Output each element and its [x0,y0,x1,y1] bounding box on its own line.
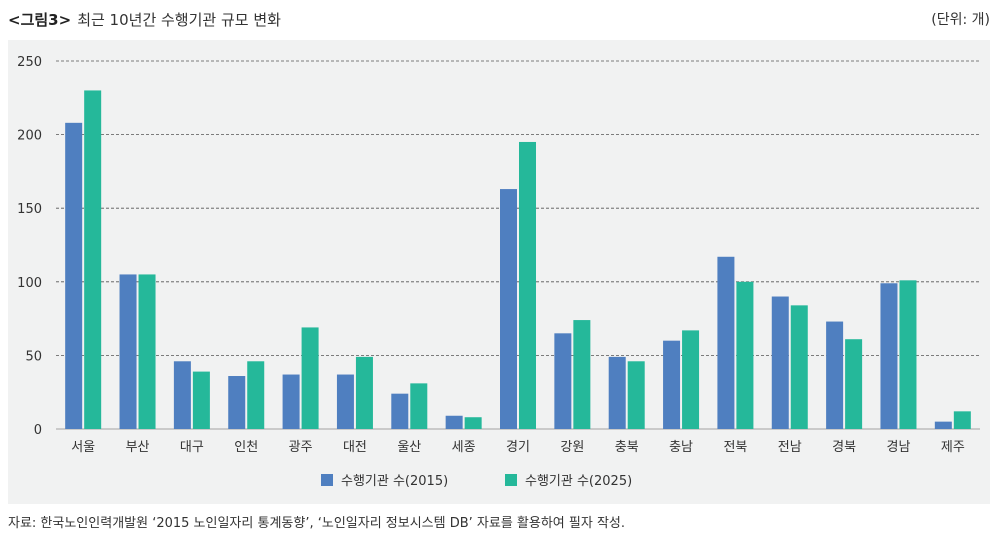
bar-2015 [934,421,952,429]
x-category-label: 인천 [234,440,258,455]
bar-2025 [627,361,645,429]
bar-2025 [736,281,754,429]
x-category-label: 전북 [723,440,747,455]
bar-2025 [138,274,156,429]
y-tick-label: 200 [17,129,42,144]
bar-chart: 0 50 100 150 200 250 서울 부산 대구 인천 광주 대전 울산 세종 경기 강원 충북 충남 전… [17,55,980,489]
x-category-label: 충북 [615,440,639,455]
legend-swatch [505,474,517,486]
chart-title: 최근 10년간 수행기관 규모 변화 [77,10,281,29]
bar-2025 [953,411,971,429]
y-tick-label: 100 [17,276,42,291]
x-category-label: 전남 [778,440,802,455]
chart-panel: 0 50 100 150 200 250 서울 부산 대구 인천 광주 대전 울산 세종 경기 강원 충북 충남 전… [8,40,990,504]
bar-2025 [845,339,863,429]
bar-2025 [682,330,700,429]
bar-2015 [445,415,463,429]
legend-swatch [321,474,333,486]
y-tick-label: 0 [34,423,42,438]
title-group: <그림3> 최근 10년간 수행기관 규모 변화 [8,9,281,30]
bar-2025 [247,361,265,429]
x-category-label: 충남 [669,440,693,455]
bar-2025 [192,371,210,429]
bar-2015 [663,340,681,429]
bar-2015 [717,256,735,429]
y-tick-label: 150 [17,202,42,217]
y-tick-label: 50 [25,349,42,364]
x-category-label: 세종 [452,440,476,455]
bar-2025 [355,356,373,429]
x-category-label: 광주 [289,440,313,455]
y-tick-label: 250 [17,55,42,70]
bar-2015 [554,333,572,429]
figure-label: <그림3> [8,10,72,29]
legend-label: 수행기관 수(2025) [525,473,632,489]
bar-2015 [228,376,246,429]
bar-2015 [65,122,83,429]
x-category-label: 경북 [832,440,856,455]
bar-2015 [336,374,354,429]
bar-2025 [899,280,917,429]
x-category-label: 강원 [560,440,584,455]
bar-2015 [173,361,191,429]
bar-2015 [608,356,626,429]
bar-2015 [119,274,137,429]
bar-2025 [790,305,808,429]
legend-label: 수행기관 수(2015) [341,473,448,489]
bar-2025 [410,383,428,429]
bar-2025 [301,327,319,429]
bar-2015 [771,296,789,429]
chart-header: <그림3> 최근 10년간 수행기관 규모 변화 (단위: 개) [8,6,990,32]
bar-2025 [464,417,482,429]
x-category-label: 경기 [506,440,530,455]
bar-2015 [391,393,409,429]
x-category-label: 울산 [397,440,421,455]
x-category-label: 대구 [180,440,204,455]
unit-label: (단위: 개) [931,12,990,28]
bar-2015 [826,321,844,429]
x-category-label: 서울 [71,440,95,455]
bar-2015 [282,374,300,429]
source-note: 자료: 한국노인인력개발원 ‘2015 노인일자리 통계동향’, ‘노인일자리 … [8,516,626,531]
bar-2015 [880,283,898,429]
bar-2025 [84,90,102,429]
x-category-label: 경남 [887,440,911,455]
x-category-label: 제주 [941,440,965,455]
x-category-label: 대전 [343,440,367,455]
x-category-label: 부산 [126,440,150,455]
bar-2025 [519,141,536,429]
bar-2025 [573,320,591,429]
bar-2015 [500,189,517,429]
